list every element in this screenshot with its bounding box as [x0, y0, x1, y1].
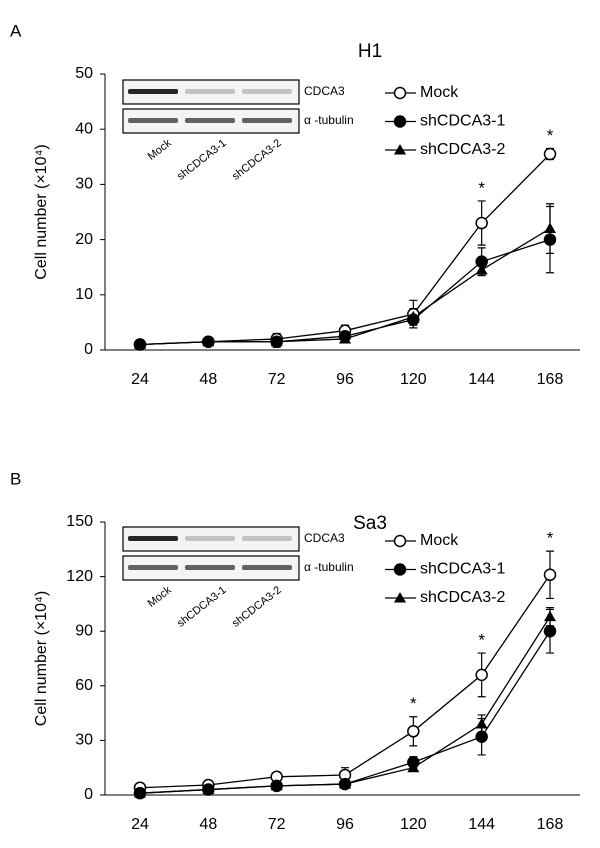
blot-band — [185, 565, 235, 570]
series-line — [139, 616, 551, 794]
marker — [202, 783, 215, 795]
chart: B Sa3 Cell number (×10⁴) 0 30 60 90 120 150 24 48 7… — [10, 469, 580, 833]
marker — [475, 730, 488, 744]
blot-band — [242, 536, 292, 541]
legend-label: shCDCA3-1 — [420, 561, 505, 578]
marker — [202, 335, 215, 347]
blot-lane-label: shCDCA3-2 — [230, 137, 284, 183]
significance-mark: * — [547, 126, 554, 145]
legend-label: shCDCA3-2 — [420, 141, 505, 158]
y-tick-label: 50 — [75, 65, 93, 82]
marker — [543, 233, 557, 246]
significance-mark: * — [478, 178, 485, 197]
y-tick-label: 30 — [75, 176, 93, 193]
legend-marker — [394, 592, 406, 603]
significance-mark: * — [547, 529, 554, 548]
blot-lane-label: shCDCA3-2 — [230, 584, 284, 630]
x-tick-label: 48 — [199, 371, 217, 388]
y-axis-label: Cell number (×10⁴) — [33, 591, 50, 726]
marker — [543, 147, 557, 161]
y-tick-label: 30 — [75, 732, 93, 749]
blot-band — [185, 89, 235, 94]
y-tick-label: 60 — [75, 677, 93, 694]
blot-band — [242, 565, 292, 570]
significance-mark: * — [478, 631, 485, 650]
blot-band — [128, 118, 178, 123]
y-tick-label: 0 — [84, 341, 93, 358]
marker — [339, 778, 351, 789]
blot-band — [242, 89, 292, 94]
blot-lane-label: shCDCA3-1 — [175, 137, 229, 183]
y-tick-label: 20 — [75, 231, 93, 248]
marker — [544, 610, 556, 622]
marker — [475, 718, 488, 729]
blot-row-label: α -tubulin — [304, 113, 354, 127]
x-tick-label: 120 — [400, 816, 427, 833]
marker — [134, 787, 146, 798]
marker — [475, 668, 488, 682]
blot-row-label: CDCA3 — [304, 84, 345, 98]
blot-band — [128, 89, 178, 94]
blot-lane-label: Mock — [146, 137, 174, 163]
marker — [407, 725, 420, 738]
panel-label: B — [10, 469, 21, 488]
marker — [407, 761, 420, 773]
legend-marker — [393, 86, 407, 100]
marker — [475, 216, 488, 230]
x-tick-label: 120 — [400, 371, 427, 388]
legend-label: Mock — [420, 84, 459, 101]
series-line — [139, 153, 551, 346]
x-tick-label: 96 — [336, 371, 354, 388]
marker — [339, 332, 351, 344]
legend-marker — [393, 115, 407, 128]
x-tick-label: 24 — [131, 371, 149, 388]
x-tick-label: 96 — [336, 816, 354, 833]
legend-marker — [393, 563, 407, 576]
legend-marker — [393, 534, 407, 548]
marker — [543, 568, 557, 582]
chart: A H1 Cell number (×10⁴) 0 10 20 30 40 50 24 48 72 96… — [10, 21, 580, 388]
y-axis-label: Cell number (×10⁴) — [33, 144, 50, 279]
marker — [270, 335, 283, 347]
blot-row-label: α -tubulin — [304, 560, 354, 574]
chart-title: H1 — [358, 41, 382, 62]
x-tick-label: 144 — [468, 816, 495, 833]
panel-label: A — [10, 21, 22, 40]
legend-label: shCDCA3-2 — [420, 589, 505, 606]
x-tick-label: 144 — [468, 371, 495, 388]
x-tick-label: 168 — [537, 371, 564, 388]
blot-row-label: CDCA3 — [304, 531, 345, 545]
blot-band — [185, 536, 235, 541]
marker — [543, 624, 557, 638]
legend-marker — [394, 144, 406, 155]
x-tick-label: 72 — [268, 371, 286, 388]
marker — [134, 338, 146, 349]
significance-mark: * — [410, 694, 417, 713]
y-tick-label: 10 — [75, 286, 93, 303]
blot-lane-label: Mock — [146, 584, 174, 610]
y-tick-label: 120 — [66, 568, 93, 585]
blot-band — [128, 536, 178, 541]
x-tick-label: 72 — [268, 816, 286, 833]
legend-label: Mock — [420, 532, 459, 549]
x-tick-label: 168 — [537, 816, 564, 833]
blot-band — [128, 565, 178, 570]
x-tick-label: 24 — [131, 816, 149, 833]
legend-label: shCDCA3-1 — [420, 113, 505, 130]
marker — [270, 779, 283, 791]
y-tick-label: 40 — [75, 120, 93, 137]
y-tick-label: 0 — [84, 786, 93, 803]
marker — [407, 310, 420, 322]
marker — [475, 263, 488, 275]
y-tick-label: 150 — [66, 513, 93, 530]
blot-band — [185, 118, 235, 123]
y-tick-label: 90 — [75, 622, 93, 639]
chart-title: Sa3 — [353, 513, 387, 534]
x-tick-label: 48 — [199, 816, 217, 833]
blot-lane-label: shCDCA3-1 — [175, 584, 229, 630]
marker — [544, 222, 556, 234]
blot-band — [242, 118, 292, 123]
